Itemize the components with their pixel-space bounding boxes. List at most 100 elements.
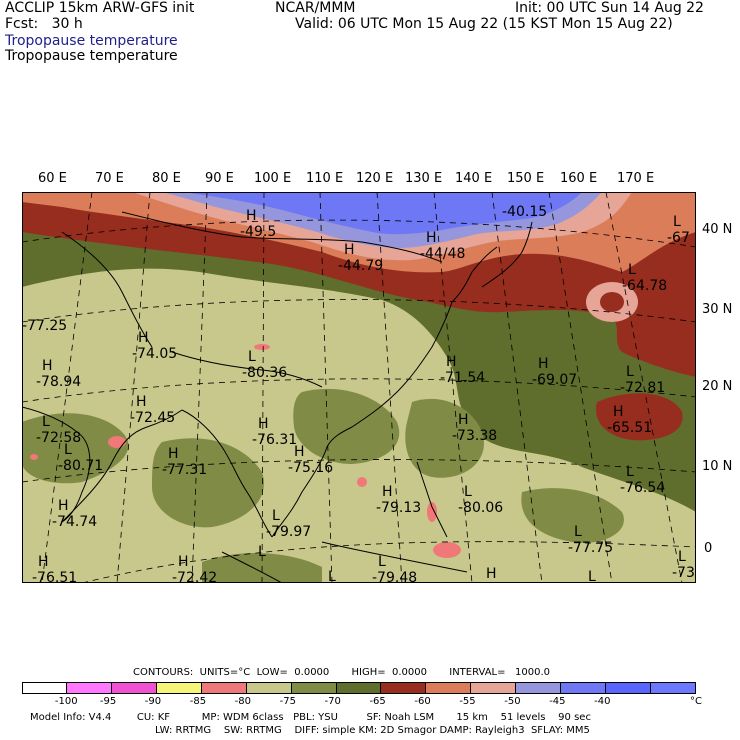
high-marker: H bbox=[178, 554, 189, 570]
graticule bbox=[22, 192, 696, 583]
extremum-value: -74.05 bbox=[132, 346, 177, 362]
colorbar-swatch bbox=[606, 682, 652, 694]
colorbar-swatch bbox=[381, 682, 427, 694]
extremum-value: -77.31 bbox=[162, 462, 207, 478]
colorbar-tick-label: -50 bbox=[504, 696, 521, 707]
colorbar-swatch bbox=[291, 682, 337, 694]
colorbar-swatch bbox=[201, 682, 247, 694]
parallel-10n bbox=[22, 459, 696, 483]
olive-patch-6 bbox=[521, 488, 624, 543]
high-marker: H bbox=[38, 554, 49, 570]
map-frame bbox=[22, 192, 696, 583]
high-marker: H bbox=[426, 230, 437, 246]
low-marker: L bbox=[64, 442, 72, 458]
extremum-value: -73.38 bbox=[452, 428, 497, 444]
longitude-label: 130 E bbox=[405, 171, 443, 186]
colorbar-tick-label: -90 bbox=[144, 696, 162, 707]
extremum-value: -72.45 bbox=[130, 410, 175, 426]
colorbar-swatch bbox=[516, 682, 562, 694]
colorbar-swatch bbox=[651, 682, 696, 694]
longitude-label: 80 E bbox=[152, 171, 181, 186]
colorbar-swatch bbox=[471, 682, 517, 694]
contour-field-name: Tropopause temperature bbox=[5, 48, 178, 64]
low-marker: L bbox=[588, 569, 596, 583]
latitude-label: 10 N bbox=[702, 459, 733, 474]
himalaya-border bbox=[171, 351, 323, 388]
colorbar-tick-label: -60 bbox=[414, 696, 431, 707]
high-marker: H bbox=[168, 446, 179, 462]
burma-coast bbox=[181, 409, 273, 538]
pink-patch-6 bbox=[30, 454, 38, 460]
low-marker: L bbox=[272, 508, 280, 524]
colorbar-tick-label: -65 bbox=[369, 696, 386, 707]
extremum-value: -73 bbox=[672, 565, 695, 581]
colorbar-swatch bbox=[111, 682, 157, 694]
high-marker: H bbox=[294, 444, 305, 460]
latitude-label: 20 N bbox=[702, 379, 733, 394]
extremum-value: -79.48 bbox=[372, 570, 417, 583]
borneo-outline bbox=[321, 541, 468, 573]
longitude-label: 150 E bbox=[507, 171, 545, 186]
brown-patch-pacific bbox=[596, 393, 683, 441]
khaki-region-plateau bbox=[139, 284, 413, 384]
meridian-150e bbox=[548, 192, 613, 583]
pink-patch-4 bbox=[254, 344, 270, 350]
extremum-value: -76.54 bbox=[620, 480, 665, 496]
center-name: NCAR/MMM bbox=[275, 0, 356, 16]
longitude-label: 60 E bbox=[38, 171, 67, 186]
valid-time: Valid: 06 UTC Mon 15 Aug 22 (15 KST Mon … bbox=[295, 16, 673, 32]
olive-patch-1 bbox=[22, 413, 129, 484]
longitude-label: 110 E bbox=[306, 171, 344, 186]
extremum-value: -72.81 bbox=[620, 380, 665, 396]
pink-patch-2 bbox=[427, 502, 437, 522]
extremum-value: -71.54 bbox=[440, 370, 485, 386]
extremum-value: -44/48 bbox=[420, 246, 465, 262]
high-marker: H bbox=[382, 484, 393, 500]
extremum-value: -77.75 bbox=[568, 540, 613, 556]
extremum-value: -64.78 bbox=[622, 278, 667, 294]
extremum-value: -40.15 bbox=[502, 204, 547, 220]
init-time: Init: 00 UTC Sun 14 Aug 22 bbox=[515, 0, 704, 16]
extremum-value: -75.16 bbox=[288, 460, 333, 476]
extremum-value: -80.06 bbox=[458, 500, 503, 516]
extremum-value: -77.25 bbox=[22, 318, 67, 334]
colorbar-tick-label: -45 bbox=[549, 696, 566, 707]
low-marker: L bbox=[464, 484, 472, 500]
colorbar-tick-label: -75 bbox=[279, 696, 296, 707]
extremum-value: -80.36 bbox=[242, 365, 287, 381]
colorbar-swatch bbox=[561, 682, 607, 694]
low-marker: L bbox=[248, 349, 256, 365]
extremum-value: -76.31 bbox=[252, 432, 297, 448]
colorbar-tick-label: -55 bbox=[459, 696, 476, 707]
longitude-label: 70 E bbox=[95, 171, 124, 186]
high-marker: H bbox=[246, 208, 257, 224]
map-canvas: H-49.5H-44.79H-44/48-40.15L-67L-64.78-77… bbox=[22, 192, 696, 583]
low-marker: L bbox=[574, 524, 582, 540]
extremum-value: -79.13 bbox=[376, 500, 421, 516]
high-marker: H bbox=[42, 358, 53, 374]
colorbar-swatch bbox=[66, 682, 112, 694]
colorbar-unit: °C bbox=[690, 696, 702, 707]
olive-patch-4 bbox=[405, 398, 484, 478]
olive-patch-2 bbox=[152, 438, 264, 528]
colorbar-tick-label: -80 bbox=[234, 696, 251, 707]
extremum-value: -74.74 bbox=[52, 514, 97, 530]
high-marker: H bbox=[458, 412, 469, 428]
pink-patch-1 bbox=[108, 436, 126, 448]
longitude-label: 170 E bbox=[617, 171, 655, 186]
low-marker: L bbox=[628, 262, 636, 278]
forecast-hour: Fcst: 30 h bbox=[5, 16, 83, 32]
meridian-160e bbox=[605, 192, 683, 583]
latitude-label: 30 N bbox=[702, 302, 733, 317]
parallel-40n bbox=[22, 219, 696, 248]
longitude-label: 100 E bbox=[254, 171, 292, 186]
colorbar-swatch bbox=[426, 682, 472, 694]
china-coast bbox=[351, 301, 453, 428]
colorbar-swatch bbox=[246, 682, 292, 694]
colorbar-tick-label: -95 bbox=[99, 696, 117, 707]
low-marker: L bbox=[626, 464, 634, 480]
high-marker: H bbox=[613, 404, 624, 420]
colorbar-tick-label: -100 bbox=[54, 696, 78, 707]
low-marker: L bbox=[42, 414, 50, 430]
parallel-20n bbox=[22, 378, 696, 403]
